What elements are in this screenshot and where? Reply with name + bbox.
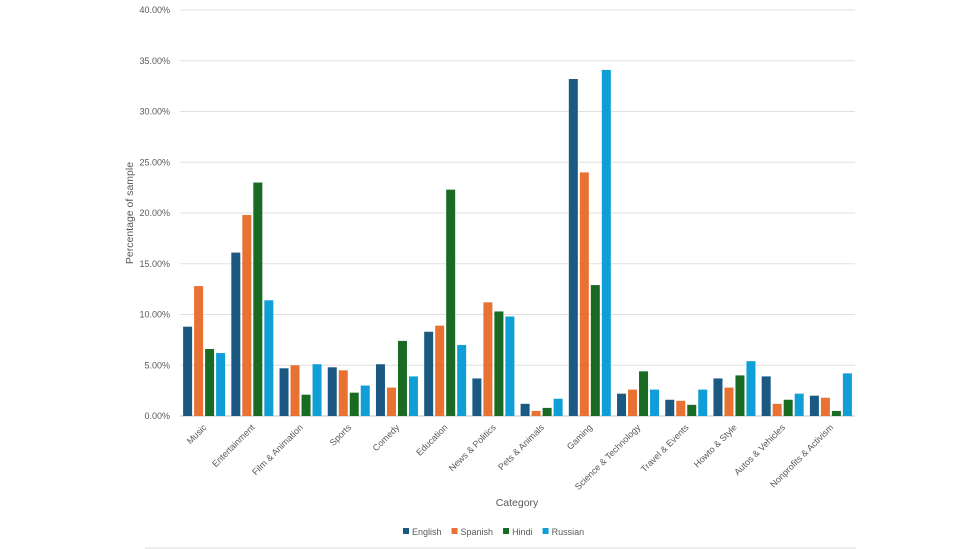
bar-spanish — [628, 389, 638, 416]
y-axis-title: Percentage of sample — [124, 162, 136, 264]
bar-russian — [408, 376, 418, 416]
bar-hindi — [349, 392, 359, 416]
bar-english — [617, 393, 627, 416]
x-tick-label: Autos & Vehicles — [732, 422, 787, 477]
legend-label: Russian — [552, 527, 585, 537]
bar-hindi — [446, 189, 456, 416]
bar-spanish — [531, 410, 541, 416]
bar-english — [279, 368, 289, 416]
legend-label: Hindi — [512, 527, 533, 537]
bar-russian — [553, 398, 563, 416]
bar-hindi — [205, 349, 215, 416]
x-tick-label: Pets & Animals — [496, 422, 546, 472]
x-tick-label: News & Politics — [447, 422, 498, 473]
bar-english — [183, 326, 193, 416]
bar-spanish — [194, 286, 204, 416]
bar-english — [665, 399, 675, 416]
bar-english — [472, 378, 482, 416]
bar-english — [520, 403, 530, 416]
bar-spanish — [772, 403, 782, 416]
y-tick-labels: 0.00% 5.00% 10.00% 15.00% 20.00% 25.00% 30.00%… — [139, 5, 170, 421]
x-tick-label: Sports — [328, 422, 354, 448]
bar-spanish — [290, 365, 300, 416]
bar-hindi — [783, 399, 793, 416]
bar-english — [713, 378, 723, 416]
legend-swatch-russian — [542, 528, 549, 534]
y-tick-label: 15.00% — [139, 259, 170, 269]
x-tick-label: Music — [185, 422, 209, 446]
y-tick-label: 20.00% — [139, 208, 170, 218]
bar-english — [568, 79, 578, 417]
y-tick-label: 40.00% — [139, 5, 170, 15]
bar-english — [424, 331, 434, 416]
bar-spanish — [820, 397, 830, 416]
x-tick-label: Entertainment — [210, 422, 257, 469]
y-tick-label: 30.00% — [139, 107, 170, 117]
bar-spanish — [676, 400, 686, 416]
x-tick-label: Film & Animation — [250, 422, 305, 477]
y-tick-label: 35.00% — [139, 56, 170, 66]
legend-swatch-english — [403, 528, 409, 534]
legend-label: Spanish — [461, 527, 494, 537]
legend: English Spanish Hindi Russian — [403, 527, 584, 537]
bar-hindi — [397, 340, 407, 416]
bar-english — [231, 252, 241, 416]
bar-spanish — [386, 387, 396, 416]
bar-english — [375, 364, 385, 416]
bar-hindi — [542, 407, 552, 416]
y-tick-label: 5.00% — [144, 360, 170, 370]
bar-spanish — [242, 215, 252, 416]
legend-swatch-spanish — [451, 528, 458, 534]
x-tick-label: Gaming — [565, 422, 594, 451]
bar-russian — [842, 373, 852, 416]
legend-label: English — [412, 527, 442, 537]
bar-hindi — [831, 410, 841, 416]
bar-russian — [216, 353, 226, 416]
bar-hindi — [301, 394, 311, 416]
y-tick-label: 0.00% — [144, 411, 170, 421]
bar-spanish — [483, 302, 493, 416]
bar-hindi — [639, 371, 649, 416]
bar-russian — [650, 389, 660, 416]
bar-hindi — [687, 404, 697, 416]
bar-russian — [457, 344, 467, 416]
bar-hindi — [735, 375, 745, 416]
bar-russian — [360, 385, 370, 416]
bar-russian — [264, 300, 274, 416]
bar-russian — [698, 389, 708, 416]
bar-spanish — [435, 325, 445, 416]
bar-spanish — [579, 172, 589, 416]
bar-english — [809, 395, 819, 416]
x-axis-title: Category — [496, 497, 539, 509]
bar-english — [327, 367, 337, 416]
bar-russian — [746, 361, 756, 416]
bar-spanish — [724, 387, 734, 416]
bar-russian — [505, 316, 515, 416]
legend-swatch-hindi — [503, 528, 510, 534]
bar-russian — [601, 69, 611, 416]
y-tick-label: 25.00% — [139, 157, 170, 167]
bar-spanish — [338, 370, 348, 416]
bars — [183, 69, 852, 417]
bar-english — [761, 376, 771, 416]
x-tick-label: Comedy — [371, 422, 402, 453]
x-tick-label: Education — [414, 422, 449, 457]
bar-hindi — [494, 311, 504, 416]
y-tick-label: 10.00% — [139, 310, 170, 320]
gridlines — [180, 9, 855, 417]
bar-russian — [312, 364, 322, 416]
bar-hindi — [253, 182, 263, 416]
bar-hindi — [590, 285, 600, 416]
bar-russian — [794, 393, 804, 416]
x-tick-label: Travel & Events — [639, 422, 691, 474]
x-tick-label: Howto & Style — [692, 422, 739, 469]
